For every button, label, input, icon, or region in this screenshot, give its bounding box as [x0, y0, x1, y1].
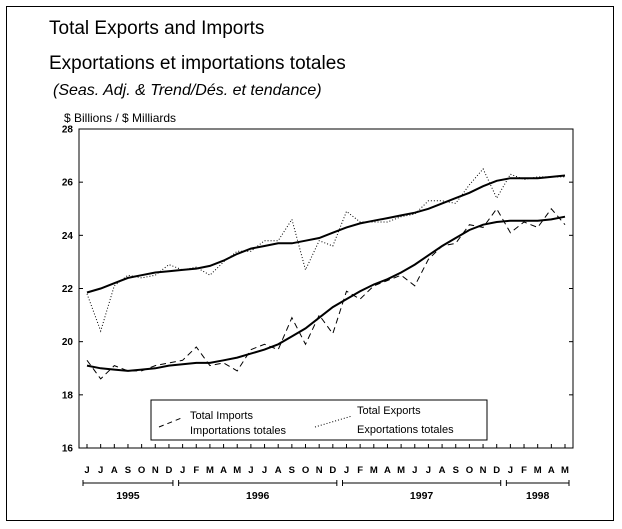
y-axis-label: $ Billions / $ Milliards	[64, 111, 176, 125]
year-label: 1996	[246, 490, 270, 502]
month-label: A	[439, 465, 446, 476]
month-label: N	[152, 465, 159, 476]
month-label: J	[180, 465, 185, 476]
y-tick-label: 24	[62, 231, 74, 242]
month-label: J	[412, 465, 417, 476]
chart-title: Total Exports and Imports	[49, 18, 264, 39]
month-label: S	[125, 465, 131, 476]
chart-frame: Total Exports and Imports Exportations e…	[6, 6, 614, 521]
month-label: M	[206, 465, 214, 476]
month-label: S	[453, 465, 459, 476]
month-label: M	[397, 465, 405, 476]
month-label: D	[493, 465, 500, 476]
month-label: A	[220, 465, 227, 476]
year-label: 1997	[410, 490, 434, 502]
month-label: J	[98, 465, 103, 476]
month-label: F	[521, 465, 527, 476]
month-label: J	[344, 465, 349, 476]
y-tick-label: 26	[62, 178, 74, 189]
month-label: M	[534, 465, 542, 476]
month-label: A	[548, 465, 555, 476]
y-tick-label: 28	[62, 125, 74, 136]
month-label: J	[248, 465, 253, 476]
month-label: N	[316, 465, 323, 476]
month-label: S	[289, 465, 295, 476]
chart-subtitle: Exportations et importations totales	[49, 53, 346, 74]
y-tick-label: 16	[62, 444, 74, 455]
axes: 16 18 20 22 24 26 28	[62, 125, 574, 455]
month-label: F	[357, 465, 363, 476]
legend-imports-label-fr: Importations totales	[190, 425, 286, 437]
y-tick-label: 20	[62, 337, 74, 348]
trend-line-imports	[86, 215, 566, 372]
month-label: D	[329, 465, 336, 476]
legend-imports-label: Total Imports	[190, 410, 253, 422]
month-label: M	[370, 465, 378, 476]
legend-exports-label-fr: Exportations totales	[357, 424, 454, 436]
month-label: O	[466, 465, 473, 476]
year-label: 1998	[526, 490, 550, 502]
legend-exports-swatch	[314, 415, 353, 428]
exports-line	[86, 167, 565, 333]
month-label: F	[193, 465, 199, 476]
series-lines	[86, 167, 566, 380]
month-label: J	[84, 465, 89, 476]
month-label: D	[166, 465, 173, 476]
month-label: J	[262, 465, 267, 476]
y-tick-label: 22	[62, 284, 74, 295]
year-label: 1995	[116, 490, 140, 502]
y-tick-label: 18	[62, 390, 74, 401]
x-axis-labels: J J A S O N D J F M A M J J A S O N D J F M A M J J A S O N D J F M A M1995…	[82, 465, 570, 502]
trend-line-exports	[86, 174, 566, 294]
legend: Total Imports Importations totales Total…	[150, 399, 488, 441]
month-label: N	[480, 465, 487, 476]
month-label: A	[384, 465, 391, 476]
month-label: M	[561, 465, 569, 476]
month-label: J	[426, 465, 431, 476]
month-label: A	[275, 465, 282, 476]
month-label: J	[508, 465, 513, 476]
legend-exports-label: Total Exports	[357, 405, 421, 417]
month-label: O	[302, 465, 309, 476]
month-label: O	[138, 465, 145, 476]
legend-box	[150, 399, 488, 441]
chart-svg: Total Exports and Imports Exportations e…	[49, 18, 574, 502]
legend-imports-swatch	[158, 416, 185, 428]
month-label: A	[111, 465, 118, 476]
month-label: M	[233, 465, 241, 476]
chart-note: (Seas. Adj. & Trend/Dés. et tendance)	[53, 82, 322, 99]
